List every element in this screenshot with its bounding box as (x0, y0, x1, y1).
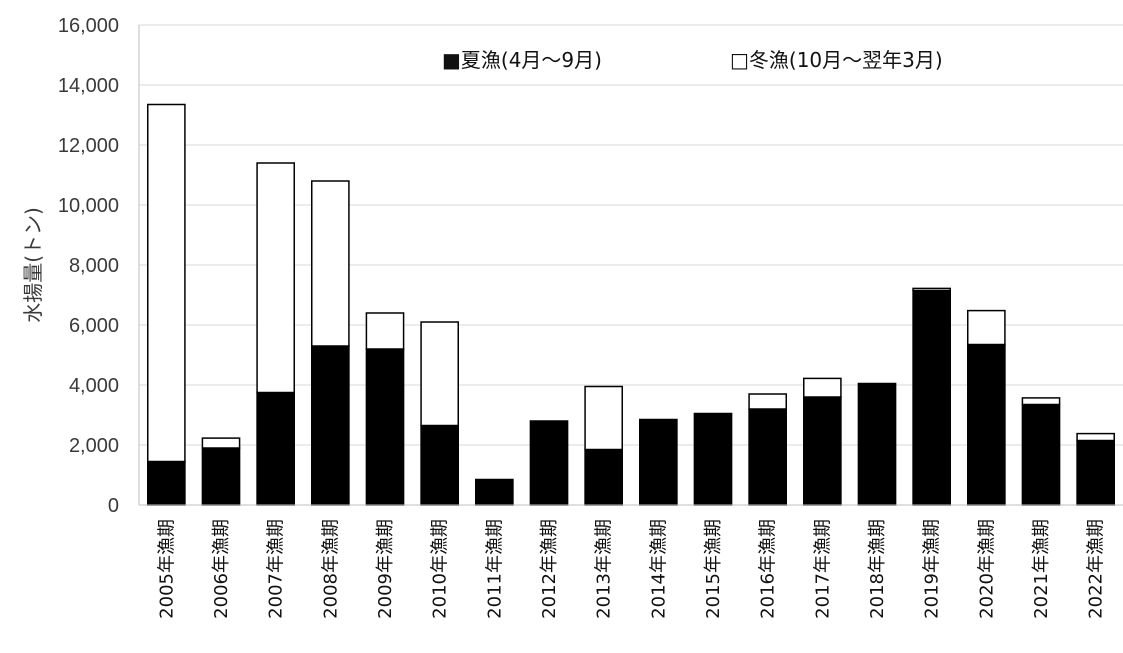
x-tick-label: 2020年漁期 (976, 519, 997, 619)
x-tick-label: 2011年漁期 (484, 519, 505, 619)
bar-summer (420, 424, 460, 506)
bar-summer (474, 478, 514, 506)
x-tick-label: 2014年漁期 (648, 519, 669, 619)
bar-summer (693, 412, 733, 506)
x-tick-label: 2007年漁期 (266, 519, 287, 619)
bar-winter (365, 312, 405, 350)
x-tick-label: 2005年漁期 (156, 519, 177, 619)
bar-winter (912, 287, 952, 292)
bar-winter (1076, 432, 1116, 442)
y-tick-label: 8,000 (69, 255, 119, 277)
x-tick-label: 2015年漁期 (703, 519, 724, 619)
bar-summer (146, 460, 186, 506)
bar-winter (201, 437, 241, 449)
bar-summer (638, 418, 678, 506)
y-tick-label: 0 (108, 495, 119, 517)
y-axis-label: 水揚量(トン) (21, 207, 45, 323)
y-tick-label: 6,000 (69, 315, 119, 337)
bars (146, 103, 1116, 506)
y-tick-label: 16,000 (58, 15, 119, 37)
bar-summer (1021, 403, 1061, 506)
bar-summer (1076, 439, 1116, 506)
bar-winter (310, 180, 350, 347)
x-tick-label: 2021年漁期 (1031, 519, 1052, 619)
x-tick-label: 2018年漁期 (867, 519, 888, 619)
x-tick-label: 2013年漁期 (594, 519, 615, 619)
bar-winter (1021, 397, 1061, 406)
bar-summer (310, 345, 350, 506)
x-tick-label: 2019年漁期 (922, 519, 943, 619)
x-tick-label: 2008年漁期 (320, 519, 341, 619)
y-tick-label: 2,000 (69, 435, 119, 457)
y-tick-label: 10,000 (58, 195, 119, 217)
x-tick-label: 2016年漁期 (758, 519, 779, 619)
bar-winter (748, 393, 788, 410)
bar-winter (802, 377, 842, 398)
bar-winter (420, 321, 460, 427)
axes (138, 25, 1123, 506)
bar-summer (529, 420, 569, 506)
bar-summer (912, 289, 952, 506)
y-tick-label: 12,000 (58, 135, 119, 157)
bar-winter (966, 309, 1006, 346)
bar-summer (966, 343, 1006, 506)
bar-summer (365, 348, 405, 506)
y-tick-label: 4,000 (69, 375, 119, 397)
x-tick-label: 2009年漁期 (375, 519, 396, 619)
legend: ■夏漁(4月～9月) □冬漁(10月～翌年3月) (442, 48, 943, 72)
bar-winter (256, 162, 296, 394)
y-tick-label: 14,000 (58, 75, 119, 97)
x-tick-label: 2010年漁期 (430, 519, 451, 619)
x-tick-label: 2006年漁期 (211, 519, 232, 619)
x-tick-label: 2022年漁期 (1086, 519, 1107, 619)
bar-summer (748, 408, 788, 506)
legend-item-summer: ■夏漁(4月～9月) (442, 48, 602, 72)
bar-winter (146, 103, 186, 463)
x-tick-labels: 2005年漁期 2006年漁期 2007年漁期 2008年漁期 2009年漁期 2010年… (156, 519, 1106, 619)
bar-summer (857, 382, 897, 506)
bar-summer (584, 448, 624, 506)
gridlines (139, 24, 1123, 446)
bar-winter (584, 385, 624, 451)
x-tick-label: 2017年漁期 (812, 519, 833, 619)
bar-summer (201, 447, 241, 506)
bar-summer (802, 396, 842, 506)
legend-item-winter: □冬漁(10月～翌年3月) (730, 48, 943, 72)
y-tick-labels: 0 2,000 4,000 6,000 8,000 10,000 12,000 14,000 1… (58, 15, 119, 517)
bar-summer (256, 391, 296, 506)
x-tick-label: 2012年漁期 (539, 519, 560, 619)
